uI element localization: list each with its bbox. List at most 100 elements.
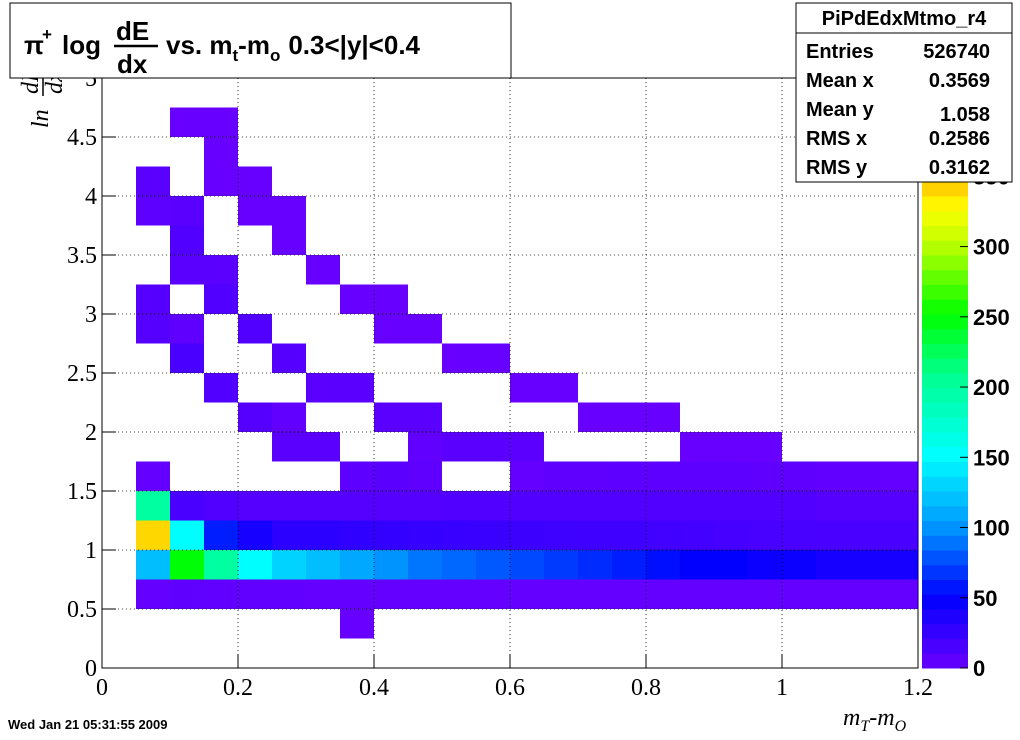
cell: [136, 520, 170, 550]
x-title-sub1: T: [860, 718, 870, 735]
cell: [408, 314, 442, 344]
stats-label: Mean x: [806, 70, 874, 92]
cell: [850, 579, 884, 609]
cell: [306, 579, 340, 609]
color-step: [922, 550, 968, 566]
y-tick-label: 4.5: [67, 125, 97, 151]
cell: [204, 520, 238, 550]
cell: [544, 461, 578, 491]
x-tick-label: 1: [776, 675, 788, 701]
y-title-ln: ln: [28, 109, 54, 128]
cell: [612, 520, 646, 550]
cell: [850, 491, 884, 521]
x-tick-label: 0: [96, 675, 108, 701]
cell: [408, 579, 442, 609]
cell: [510, 373, 544, 403]
title-mid: vs. m: [166, 30, 233, 60]
color-step: [922, 269, 968, 285]
cell: [340, 579, 374, 609]
cell: [170, 255, 204, 285]
y-tick-label: 1: [85, 538, 97, 564]
color-step: [922, 535, 968, 551]
cell: [680, 432, 714, 462]
cell: [408, 432, 442, 462]
cell: [306, 520, 340, 550]
cell: [204, 166, 238, 196]
x-tick-label: 0.4: [359, 675, 389, 701]
color-step: [922, 417, 968, 433]
cell: [374, 284, 408, 314]
cell: [272, 491, 306, 521]
cell: [442, 491, 476, 521]
cell: [170, 107, 204, 137]
cell: [816, 520, 850, 550]
cell: [170, 343, 204, 373]
color-step: [922, 196, 968, 212]
cell: [238, 402, 272, 432]
cell: [238, 579, 272, 609]
color-step: [922, 314, 968, 330]
color-step: [922, 284, 968, 300]
x-axis-title: mT-mO: [843, 705, 907, 735]
cell: [646, 520, 680, 550]
title-sup: +: [42, 25, 52, 44]
stats-value: 0.3569: [929, 70, 990, 92]
stats-label: Entries: [806, 41, 874, 63]
cell: [340, 520, 374, 550]
cell: [306, 550, 340, 580]
cell: [136, 314, 170, 344]
color-step: [922, 564, 968, 580]
stats-name: PiPdEdxMtmo_r4: [822, 8, 987, 30]
cell: [578, 461, 612, 491]
cell: [544, 491, 578, 521]
cell: [612, 579, 646, 609]
cell: [374, 314, 408, 344]
title-cut: 0.3<|y|<0.4: [288, 30, 420, 60]
color-step: [922, 255, 968, 271]
z-tick-label: 50: [973, 586, 997, 611]
cell: [204, 579, 238, 609]
title-den: dx: [117, 49, 148, 79]
cell: [136, 196, 170, 226]
cell: [306, 255, 340, 285]
title-box: π + log dE dx vs. mt-mo 0.3<|y|<0.4: [9, 2, 512, 79]
cell: [238, 314, 272, 344]
title-log: log: [62, 30, 101, 60]
color-step: [922, 343, 968, 359]
cell: [204, 550, 238, 580]
cell: [476, 550, 510, 580]
cell: [884, 520, 918, 550]
cell: [170, 491, 204, 521]
cell: [680, 461, 714, 491]
cell: [510, 579, 544, 609]
cell: [578, 491, 612, 521]
cell: [612, 461, 646, 491]
z-tick-label: 200: [973, 375, 1010, 400]
cell: [850, 461, 884, 491]
cell: [612, 550, 646, 580]
cell: [306, 491, 340, 521]
cell: [646, 550, 680, 580]
x-tick-label: 0.6: [495, 675, 525, 701]
cell: [204, 255, 238, 285]
cell: [714, 550, 748, 580]
cell: [340, 491, 374, 521]
x-title-sub2: O: [895, 718, 907, 735]
cell: [442, 432, 476, 462]
z-tick-label: 250: [973, 305, 1010, 330]
cell: [612, 402, 646, 432]
cell: [680, 491, 714, 521]
cell: [306, 373, 340, 403]
cell: [442, 520, 476, 550]
color-step: [922, 358, 968, 374]
cell: [136, 461, 170, 491]
stats-label: RMS x: [806, 128, 867, 150]
cell: [714, 461, 748, 491]
color-step: [922, 210, 968, 226]
cell: [442, 579, 476, 609]
cell: [408, 491, 442, 521]
title-num: dE: [116, 16, 149, 46]
cell: [374, 579, 408, 609]
stats-value: 1.058: [940, 104, 990, 126]
